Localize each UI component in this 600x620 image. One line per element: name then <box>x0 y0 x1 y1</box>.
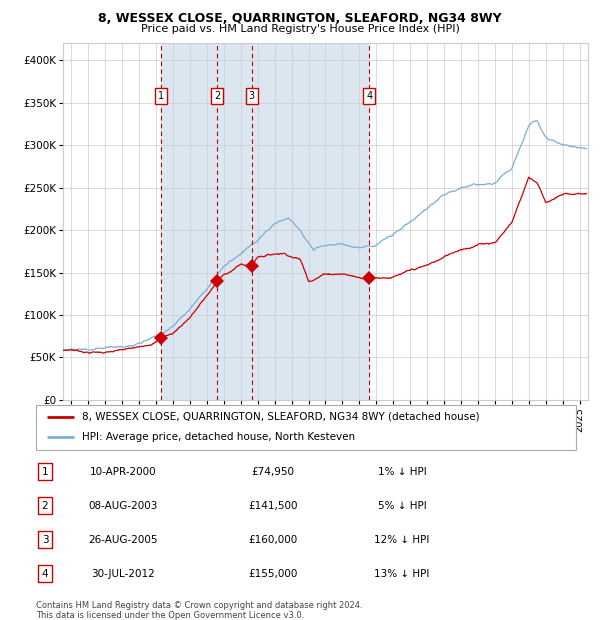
Text: 4: 4 <box>366 91 372 101</box>
Text: 1% ↓ HPI: 1% ↓ HPI <box>377 466 427 477</box>
Text: £155,000: £155,000 <box>248 569 298 579</box>
Text: 13% ↓ HPI: 13% ↓ HPI <box>374 569 430 579</box>
Text: 4: 4 <box>41 569 49 579</box>
Text: 8, WESSEX CLOSE, QUARRINGTON, SLEAFORD, NG34 8WY (detached house): 8, WESSEX CLOSE, QUARRINGTON, SLEAFORD, … <box>82 412 479 422</box>
Text: 12% ↓ HPI: 12% ↓ HPI <box>374 534 430 545</box>
Text: 08-AUG-2003: 08-AUG-2003 <box>88 500 158 511</box>
Text: Price paid vs. HM Land Registry's House Price Index (HPI): Price paid vs. HM Land Registry's House … <box>140 24 460 33</box>
Text: 10-APR-2000: 10-APR-2000 <box>89 466 157 477</box>
Text: HPI: Average price, detached house, North Kesteven: HPI: Average price, detached house, Nort… <box>82 432 355 443</box>
Text: 2: 2 <box>41 500 49 511</box>
Text: 3: 3 <box>249 91 255 101</box>
Text: 1: 1 <box>158 91 164 101</box>
Text: Contains HM Land Registry data © Crown copyright and database right 2024.: Contains HM Land Registry data © Crown c… <box>36 601 362 611</box>
Text: 2: 2 <box>214 91 220 101</box>
Text: 1: 1 <box>41 466 49 477</box>
Text: 30-JUL-2012: 30-JUL-2012 <box>91 569 155 579</box>
Text: £141,500: £141,500 <box>248 500 298 511</box>
Text: 5% ↓ HPI: 5% ↓ HPI <box>377 500 427 511</box>
Text: 26-AUG-2005: 26-AUG-2005 <box>88 534 158 545</box>
Text: £160,000: £160,000 <box>248 534 298 545</box>
Text: £74,950: £74,950 <box>251 466 295 477</box>
Text: 8, WESSEX CLOSE, QUARRINGTON, SLEAFORD, NG34 8WY: 8, WESSEX CLOSE, QUARRINGTON, SLEAFORD, … <box>98 12 502 25</box>
Text: 3: 3 <box>41 534 49 545</box>
Text: This data is licensed under the Open Government Licence v3.0.: This data is licensed under the Open Gov… <box>36 611 304 620</box>
Bar <box>161 43 369 400</box>
